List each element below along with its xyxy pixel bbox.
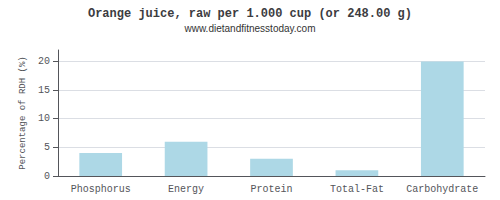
svg-text:www.dietandfitnesstoday.com: www.dietandfitnesstoday.com [184, 23, 316, 34]
svg-text:Energy: Energy [168, 184, 204, 195]
svg-text:Phosphorus: Phosphorus [71, 184, 131, 195]
svg-text:Total-Fat: Total-Fat [330, 184, 384, 195]
svg-text:20: 20 [38, 56, 50, 67]
svg-text:10: 10 [38, 113, 50, 124]
svg-text:Protein: Protein [250, 184, 292, 195]
svg-text:Percentage of RDH (%): Percentage of RDH (%) [18, 56, 28, 169]
svg-text:Orange juice, raw per 1.000 cu: Orange juice, raw per 1.000 cup (or 248.… [88, 7, 412, 21]
svg-text:Carbohydrate: Carbohydrate [406, 184, 478, 195]
svg-text:15: 15 [38, 85, 50, 96]
svg-text:5: 5 [44, 142, 50, 153]
svg-text:0: 0 [44, 171, 50, 182]
